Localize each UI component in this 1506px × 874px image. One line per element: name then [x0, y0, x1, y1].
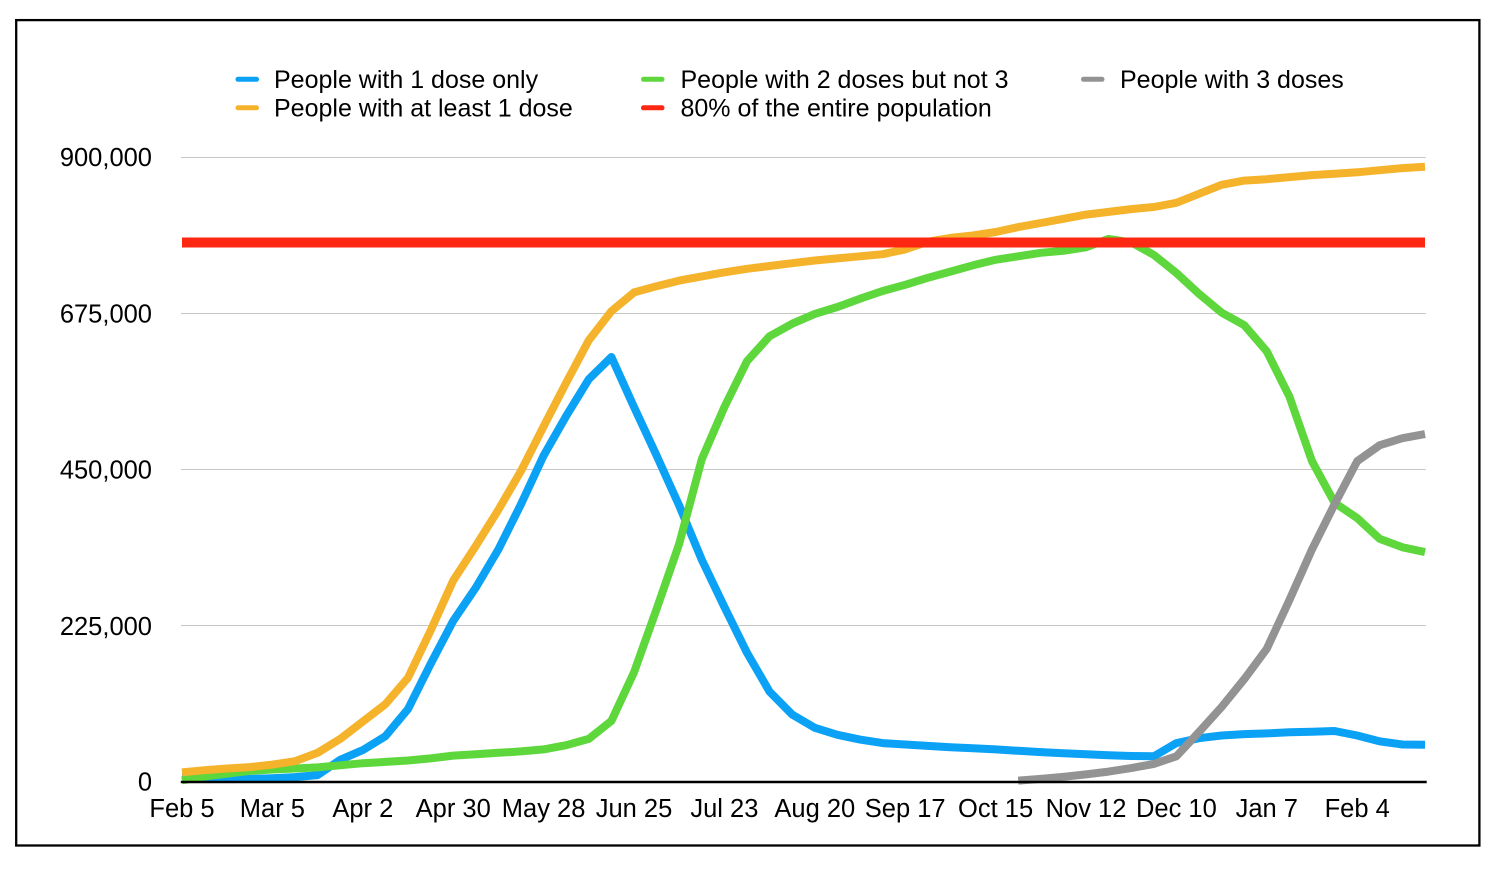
svg-text:Feb 4: Feb 4 [1325, 795, 1390, 823]
svg-text:80% of the entire population: 80% of the entire population [681, 95, 992, 123]
svg-text:Feb 5: Feb 5 [149, 795, 214, 823]
svg-text:Mar 5: Mar 5 [240, 795, 305, 823]
svg-text:People with 3 doses: People with 3 doses [1120, 66, 1344, 94]
svg-text:450,000: 450,000 [60, 457, 152, 485]
svg-text:Jan 7: Jan 7 [1236, 795, 1298, 823]
svg-text:Oct 15: Oct 15 [958, 795, 1033, 823]
svg-text:900,000: 900,000 [60, 144, 152, 172]
svg-text:Sep 17: Sep 17 [865, 795, 946, 823]
svg-text:Aug 20: Aug 20 [774, 795, 855, 823]
svg-text:Jul 23: Jul 23 [690, 795, 758, 823]
svg-text:Jun 25: Jun 25 [596, 795, 673, 823]
svg-text:Dec 10: Dec 10 [1136, 795, 1217, 823]
svg-text:Nov 12: Nov 12 [1046, 795, 1127, 823]
svg-text:Apr 30: Apr 30 [416, 795, 491, 823]
svg-text:225,000: 225,000 [60, 613, 152, 641]
svg-text:May 28: May 28 [502, 795, 586, 823]
svg-text:People with 2 doses but not 3: People with 2 doses but not 3 [681, 66, 1009, 94]
svg-text:0: 0 [138, 769, 152, 797]
svg-text:People with 1 dose only: People with 1 dose only [274, 66, 539, 94]
svg-text:Apr 2: Apr 2 [332, 795, 393, 823]
svg-text:675,000: 675,000 [60, 300, 152, 328]
svg-text:People with at least 1 dose: People with at least 1 dose [274, 95, 573, 123]
